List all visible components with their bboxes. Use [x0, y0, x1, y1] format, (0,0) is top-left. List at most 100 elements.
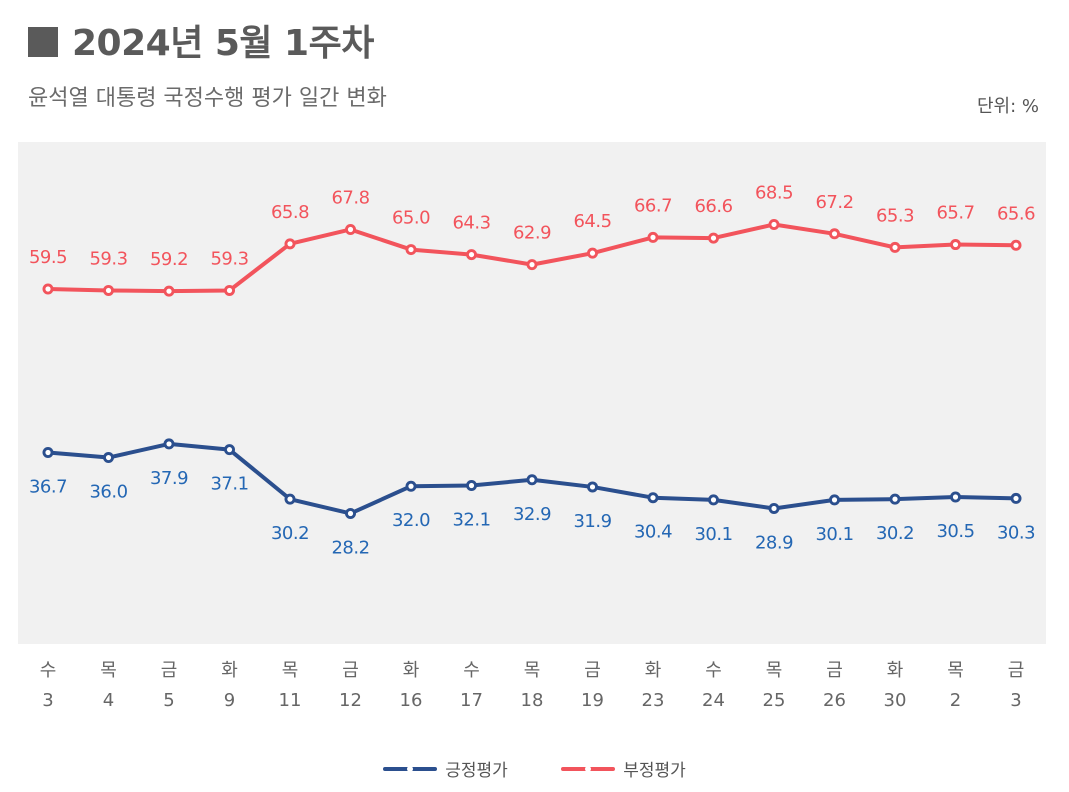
data-point-negative — [226, 287, 233, 294]
data-point-negative — [952, 241, 959, 248]
x-tick-date: 25 — [763, 690, 786, 711]
data-point-positive — [589, 484, 596, 490]
x-tick-day: 목 — [282, 660, 299, 681]
data-label-positive: 30.5 — [936, 521, 974, 542]
data-point-positive — [831, 497, 838, 503]
data-point-negative — [529, 262, 535, 268]
x-tick-day: 금 — [161, 660, 178, 681]
data-label-negative: 68.5 — [755, 182, 793, 203]
data-point-positive — [468, 482, 475, 489]
data-point-negative — [892, 244, 898, 251]
data-label-positive: 37.9 — [150, 468, 188, 489]
data-point-positive — [166, 441, 172, 447]
data-point-negative — [408, 246, 414, 253]
data-point-positive — [408, 483, 414, 489]
legend-item-positive: 긍정평가 — [383, 756, 508, 781]
data-point-negative — [650, 234, 656, 240]
data-point-positive — [287, 496, 293, 502]
data-label-positive: 32.9 — [513, 504, 551, 525]
data-label-positive: 37.1 — [210, 474, 248, 495]
legend: 긍정평가 부정평가 — [0, 756, 1069, 781]
x-tick-date: 26 — [823, 690, 846, 711]
x-tick-date: 30 — [884, 690, 907, 711]
data-point-positive — [710, 497, 717, 503]
x-tick-date: 5 — [163, 690, 174, 711]
legend-positive-label: 긍정평가 — [445, 761, 508, 781]
x-tick-date: 4 — [103, 690, 114, 711]
x-tick-day: 목 — [947, 660, 964, 681]
data-label-positive: 30.4 — [634, 522, 672, 543]
data-point-negative — [287, 241, 293, 247]
data-label-negative: 59.3 — [89, 248, 127, 269]
x-tick-day: 화 — [221, 660, 238, 681]
data-label-negative: 62.9 — [513, 223, 551, 244]
x-tick-date: 17 — [460, 690, 483, 711]
unit-label: 단위: % — [976, 96, 1039, 117]
x-tick-day: 화 — [403, 660, 420, 681]
data-label-negative: 59.2 — [150, 249, 188, 270]
x-tick-date: 23 — [642, 690, 665, 711]
data-point-positive — [771, 505, 777, 512]
x-tick-date: 3 — [42, 690, 53, 711]
data-label-positive: 32.1 — [452, 510, 490, 531]
chart-subtitle: 윤석열 대통령 국정수행 평가 일간 변화 — [28, 86, 387, 111]
data-point-negative — [589, 250, 596, 256]
data-point-positive — [347, 510, 354, 517]
plot-background — [18, 142, 1046, 644]
x-tick-date: 24 — [702, 690, 725, 711]
data-point-negative — [468, 251, 475, 258]
data-point-negative — [105, 287, 112, 294]
x-tick-date: 19 — [581, 690, 604, 711]
data-point-positive — [892, 496, 898, 502]
data-point-positive — [952, 494, 959, 500]
x-tick-date: 11 — [279, 690, 302, 711]
x-tick-date: 3 — [1010, 690, 1021, 711]
data-label-negative: 67.2 — [815, 192, 853, 213]
data-label-negative: 65.6 — [997, 203, 1035, 224]
data-label-positive: 30.3 — [997, 522, 1035, 543]
x-tick-day: 수 — [40, 660, 57, 681]
legend-negative-line-icon — [561, 765, 616, 772]
data-label-negative: 65.7 — [936, 203, 974, 224]
data-point-positive — [1013, 495, 1019, 502]
legend-item-negative: 부정평가 — [561, 756, 686, 781]
x-tick-day: 화 — [645, 660, 662, 681]
legend-negative-label: 부정평가 — [623, 761, 686, 781]
data-label-positive: 30.2 — [876, 523, 914, 544]
data-label-positive: 36.0 — [89, 482, 127, 503]
x-tick-date: 16 — [400, 690, 423, 711]
data-point-negative — [771, 221, 777, 228]
data-label-negative: 65.3 — [876, 205, 914, 226]
data-point-negative — [166, 288, 172, 294]
data-label-positive: 36.7 — [29, 477, 67, 498]
title-text: 2024년 5월 1주차 — [72, 23, 374, 64]
data-label-positive: 31.9 — [573, 511, 611, 532]
data-point-positive — [226, 447, 233, 453]
data-label-negative: 59.3 — [210, 248, 248, 269]
x-tick-date: 2 — [950, 690, 961, 711]
x-tick-day: 금 — [826, 660, 843, 681]
data-point-positive — [529, 477, 535, 483]
data-label-positive: 28.2 — [331, 537, 369, 558]
data-point-positive — [650, 495, 656, 501]
x-tick-day: 금 — [342, 660, 359, 681]
data-point-negative — [710, 235, 717, 241]
x-tick-day: 목 — [524, 660, 541, 681]
data-label-negative: 67.8 — [331, 187, 369, 208]
x-tick-day: 금 — [1008, 660, 1025, 681]
x-tick-date: 18 — [521, 690, 544, 711]
x-tick-day: 금 — [584, 660, 601, 681]
data-point-negative — [45, 286, 51, 292]
data-label-positive: 32.0 — [392, 510, 430, 531]
data-label-negative: 66.6 — [694, 196, 732, 217]
data-label-positive: 30.1 — [815, 524, 853, 545]
data-label-negative: 66.7 — [634, 195, 672, 216]
data-label-negative: 64.3 — [452, 213, 490, 234]
chart-title: 2024년 5월 1주차 — [28, 14, 374, 66]
x-tick-day: 수 — [705, 660, 722, 681]
data-label-negative: 65.8 — [271, 202, 309, 223]
data-label-positive: 28.9 — [755, 532, 793, 553]
data-label-positive: 30.1 — [694, 524, 732, 545]
x-tick-day: 목 — [766, 660, 783, 681]
